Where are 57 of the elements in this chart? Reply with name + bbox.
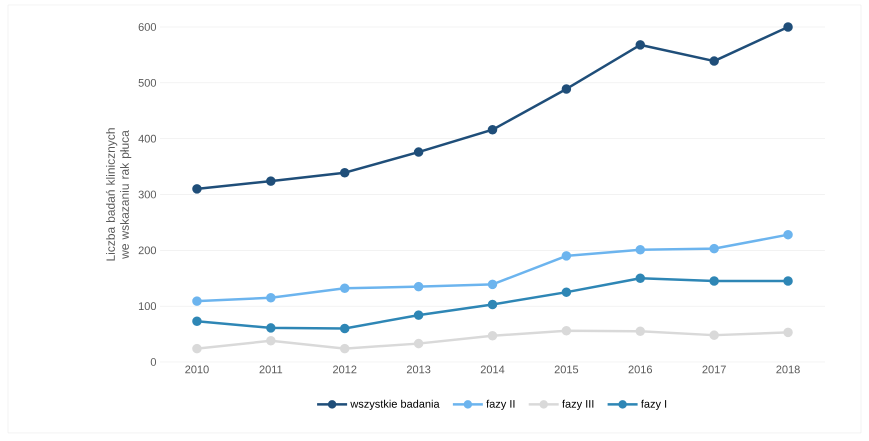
point (266, 293, 276, 303)
point (192, 316, 202, 326)
point (340, 284, 350, 294)
point (709, 244, 719, 254)
point (488, 300, 498, 310)
point (783, 276, 793, 286)
x-tick-label: 2014 (480, 366, 504, 374)
point (414, 282, 424, 292)
point (488, 280, 498, 290)
point (414, 338, 424, 348)
y-tick-label: 200 (138, 246, 156, 254)
x-tick-label: 2015 (554, 366, 578, 374)
point (488, 124, 498, 134)
y-tick-label: 600 (138, 23, 156, 31)
point (783, 328, 793, 338)
x-tick-label: 2018 (776, 366, 800, 374)
x-tick-label: 2016 (628, 366, 652, 374)
point (636, 273, 646, 283)
point (709, 276, 719, 286)
point (414, 310, 424, 320)
point (192, 184, 202, 194)
y-tick-label: 0 (150, 358, 156, 366)
x-tick-label: 2013 (406, 366, 430, 374)
x-tick-label: 2010 (185, 366, 209, 374)
y-axis-title: Liczba badań klinicznych we wskazaniu rak płuca (106, 128, 132, 261)
point (266, 336, 276, 346)
point (266, 176, 276, 186)
point (562, 251, 572, 261)
point (340, 324, 350, 334)
point (709, 56, 719, 66)
point (709, 330, 719, 340)
y-tick-label: 300 (138, 190, 156, 198)
point (636, 245, 646, 255)
point (266, 323, 276, 333)
point (340, 344, 350, 354)
y-tick-label: 400 (138, 134, 156, 143)
x-tick-label: 2011 (260, 366, 282, 374)
point (636, 326, 646, 336)
point (562, 84, 572, 94)
y-tick-label: 500 (138, 78, 156, 87)
point (562, 287, 572, 297)
point (488, 330, 498, 340)
x-tick-label: 2017 (702, 366, 726, 374)
point (414, 147, 424, 157)
point (192, 296, 202, 306)
point (192, 344, 202, 354)
point (562, 326, 572, 336)
point (783, 22, 793, 32)
legend-label: fazy III (562, 400, 594, 410)
legend-label: fazy I (641, 400, 666, 410)
legend-label: fazy II (486, 400, 514, 410)
y-tick-label: 100 (138, 302, 156, 310)
x-tick-label: 2012 (333, 366, 356, 374)
point (636, 40, 646, 50)
legend-label: wszystkie badania (350, 400, 440, 410)
point (783, 230, 793, 240)
point (340, 168, 350, 178)
